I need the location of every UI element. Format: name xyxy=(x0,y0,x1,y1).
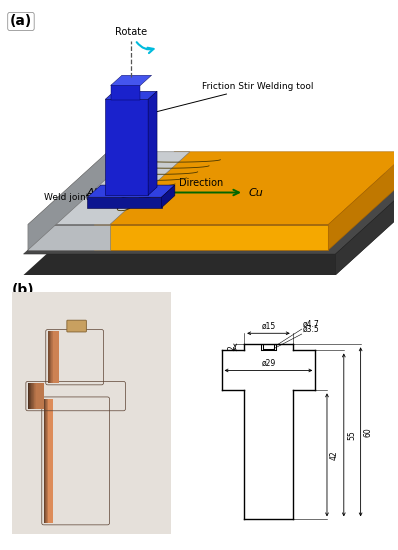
Polygon shape xyxy=(23,194,398,275)
Text: Subplate: Subplate xyxy=(0,549,1,550)
Bar xyxy=(31,383,39,409)
Text: 42: 42 xyxy=(330,450,339,460)
Text: 2: 2 xyxy=(228,345,237,350)
Bar xyxy=(45,399,50,523)
Bar xyxy=(45,399,50,523)
Bar xyxy=(44,399,49,523)
Polygon shape xyxy=(148,91,157,195)
Bar xyxy=(53,331,58,383)
Bar xyxy=(45,399,49,523)
Bar xyxy=(49,399,53,523)
Text: 60: 60 xyxy=(364,427,373,437)
Text: 55: 55 xyxy=(347,430,356,440)
Text: Cu: Cu xyxy=(248,189,263,199)
Bar xyxy=(49,331,54,383)
Polygon shape xyxy=(162,185,175,208)
Bar xyxy=(32,383,40,409)
Bar xyxy=(29,383,37,409)
Polygon shape xyxy=(88,185,175,197)
Polygon shape xyxy=(28,152,108,250)
Bar xyxy=(48,331,53,383)
Bar xyxy=(35,383,43,409)
Polygon shape xyxy=(94,152,398,224)
Text: Friction Stir Welding tool: Friction Stir Welding tool xyxy=(154,81,314,112)
Text: Rotate: Rotate xyxy=(115,27,147,37)
FancyBboxPatch shape xyxy=(67,320,86,332)
Polygon shape xyxy=(111,75,152,85)
Text: Al: Al xyxy=(86,189,97,199)
Polygon shape xyxy=(23,173,398,254)
Bar xyxy=(34,383,42,409)
Bar xyxy=(30,383,38,409)
Polygon shape xyxy=(28,152,190,224)
Bar xyxy=(48,399,52,523)
Polygon shape xyxy=(94,224,328,250)
Bar xyxy=(49,331,54,383)
Bar xyxy=(28,383,36,409)
Bar xyxy=(53,331,59,383)
Polygon shape xyxy=(105,91,157,100)
Text: Direction: Direction xyxy=(179,178,223,188)
Bar xyxy=(47,399,52,523)
Text: Weld joint: Weld joint xyxy=(44,182,143,202)
Bar xyxy=(51,331,56,383)
Text: ø4.7: ø4.7 xyxy=(302,320,319,328)
Bar xyxy=(47,399,51,523)
Bar xyxy=(46,399,51,523)
Bar xyxy=(34,383,42,409)
Bar xyxy=(33,383,41,409)
Bar xyxy=(36,383,44,409)
Polygon shape xyxy=(111,85,140,101)
Polygon shape xyxy=(105,100,148,195)
Bar xyxy=(52,331,57,383)
Text: ø29: ø29 xyxy=(261,358,275,367)
Polygon shape xyxy=(336,173,398,275)
Bar xyxy=(51,331,57,383)
Bar xyxy=(44,399,49,523)
Bar xyxy=(29,383,37,409)
Bar xyxy=(46,399,51,523)
Bar xyxy=(48,399,53,523)
Bar xyxy=(31,383,39,409)
Bar xyxy=(50,331,56,383)
Text: (b): (b) xyxy=(12,283,35,297)
Polygon shape xyxy=(88,197,162,208)
Text: ø15: ø15 xyxy=(261,322,275,331)
Text: ø3.5: ø3.5 xyxy=(302,325,319,334)
Polygon shape xyxy=(28,224,110,250)
Bar xyxy=(50,331,55,383)
Polygon shape xyxy=(328,152,398,250)
Text: (a): (a) xyxy=(10,14,32,29)
